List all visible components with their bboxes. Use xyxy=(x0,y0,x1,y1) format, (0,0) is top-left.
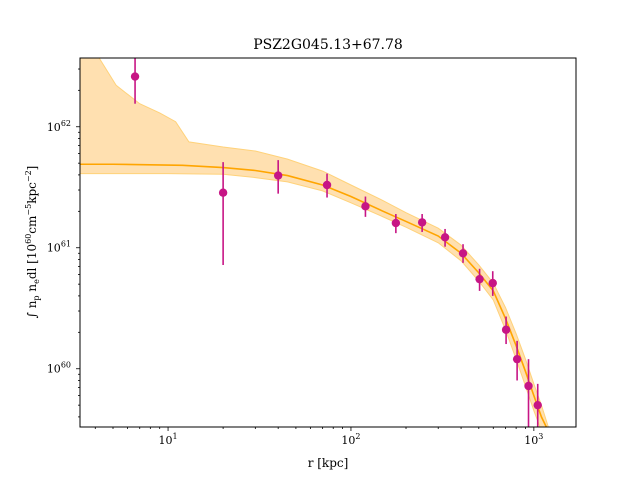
y-tick-label-1: 1060 xyxy=(47,361,71,376)
data-point-7 xyxy=(417,218,427,227)
data-point-1 xyxy=(130,72,140,81)
data-point-13 xyxy=(512,354,522,364)
data-point-10 xyxy=(475,274,484,284)
model-curve xyxy=(80,163,548,427)
data-point-12 xyxy=(501,325,511,334)
y-axis-label: ∫ np nedl [1060cm−5kpc−2] xyxy=(24,166,41,319)
chart-title: PSZ2G045.13+67.78 xyxy=(253,37,403,53)
data-point-15 xyxy=(533,400,542,410)
y-tick-label-3: 1062 xyxy=(47,119,71,134)
data-point-3 xyxy=(273,171,283,180)
x-tick-label-3: 103 xyxy=(524,432,543,447)
data-point-2 xyxy=(218,188,228,197)
data-point-11 xyxy=(488,278,497,288)
x-axis-label: r [kpc] xyxy=(308,456,349,470)
y-tick-label-2: 1061 xyxy=(47,240,71,255)
data-point-9 xyxy=(458,249,468,258)
uncertainty-band xyxy=(80,58,549,427)
plot-area xyxy=(80,58,549,427)
data-point-4 xyxy=(322,180,332,190)
x-tick-label-1: 101 xyxy=(159,432,178,447)
data-point-5 xyxy=(361,202,370,211)
data-point-14 xyxy=(524,381,533,391)
data-point-8 xyxy=(440,233,450,242)
x-tick-label-2: 102 xyxy=(341,432,360,447)
data-point-6 xyxy=(391,218,401,228)
plot-frame xyxy=(79,57,577,428)
